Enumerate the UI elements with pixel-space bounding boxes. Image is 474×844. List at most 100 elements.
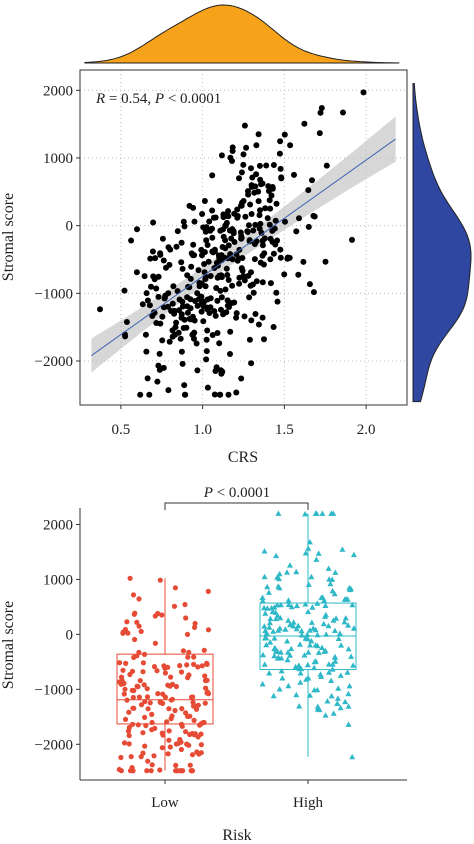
jitter-point [159, 745, 165, 751]
jitter-point [184, 741, 190, 747]
jitter-point [117, 660, 123, 666]
data-point [146, 391, 153, 398]
data-point [152, 255, 159, 262]
data-point [121, 287, 128, 294]
data-point [306, 281, 313, 288]
data-point [244, 229, 251, 235]
y-tick-label: 0 [66, 627, 74, 643]
data-point [206, 218, 213, 225]
data-point [193, 340, 200, 347]
jitter-point [178, 669, 185, 675]
data-point [287, 142, 294, 149]
jitter-point [345, 703, 352, 709]
jitter-point [147, 700, 153, 706]
data-point [141, 273, 148, 280]
jitter-point [336, 630, 343, 636]
jitter-point [308, 637, 315, 644]
data-point [155, 293, 162, 300]
data-point [257, 220, 264, 227]
jitter-point [140, 669, 146, 675]
jitter-point [349, 601, 356, 608]
data-point [236, 280, 243, 287]
jitter-point [350, 551, 357, 558]
jitter-point [138, 628, 144, 635]
jitter-point [274, 574, 281, 580]
jitter-point [142, 714, 148, 721]
data-point [277, 254, 284, 261]
x-tick-label: 2.0 [357, 422, 376, 438]
data-point [267, 205, 274, 212]
jitter-point [338, 642, 345, 648]
jitter-point [124, 619, 130, 625]
significance-text: P < 0.0001 [203, 485, 270, 501]
jitter-point [159, 612, 165, 618]
jitter-point [312, 626, 319, 633]
data-point [149, 248, 156, 255]
jitter-point [331, 590, 338, 597]
data-point [159, 337, 166, 344]
data-point [223, 265, 230, 272]
jitter-point [329, 588, 336, 594]
data-point [123, 319, 130, 325]
data-point [224, 297, 231, 304]
data-point [265, 188, 272, 194]
data-point [231, 239, 238, 245]
jitter-point [273, 615, 279, 622]
jitter-point [261, 573, 268, 580]
data-point [295, 271, 302, 278]
data-point [270, 250, 277, 257]
jitter-point [157, 767, 163, 773]
data-point [143, 348, 150, 355]
jitter-point [312, 510, 319, 516]
jitter-point [297, 641, 303, 647]
jitter-point [279, 675, 286, 681]
sig-p-value: < 0.0001 [213, 485, 270, 501]
jitter-point [293, 691, 300, 698]
data-point [216, 198, 223, 204]
data-point [147, 255, 154, 262]
data-point [267, 280, 274, 287]
data-point [209, 332, 216, 338]
data-point [255, 131, 262, 138]
data-point [340, 109, 346, 116]
jitter-point [327, 580, 334, 587]
data-point [229, 282, 236, 289]
jitter-point [295, 662, 302, 668]
x-tick-label: Low [151, 795, 179, 811]
data-point [148, 283, 154, 290]
data-point [301, 120, 308, 127]
data-point [262, 205, 269, 212]
jitter-point [195, 702, 201, 708]
data-point [261, 250, 268, 257]
data-point [137, 391, 144, 398]
jitter-point [314, 631, 321, 638]
data-point [142, 331, 149, 338]
jitter-point [332, 654, 338, 660]
jitter-point [205, 588, 211, 595]
data-point [243, 144, 250, 151]
jitter-point [276, 570, 283, 577]
jitter-point [123, 660, 129, 667]
jitter-point [349, 753, 356, 760]
data-point [139, 301, 146, 308]
data-point [261, 336, 267, 343]
jitter-point [341, 619, 348, 625]
data-point [219, 368, 226, 375]
data-point [204, 296, 211, 303]
jitter-point [271, 652, 278, 659]
data-point [146, 302, 153, 309]
data-point [212, 368, 219, 374]
jitter-point [305, 545, 312, 551]
jitter-point [275, 510, 282, 516]
jitter-point [134, 619, 140, 625]
data-point [216, 391, 223, 398]
jitter-point [201, 647, 207, 653]
p-value: < 0.0001 [164, 91, 221, 107]
jitter-point [187, 762, 193, 768]
data-point [256, 162, 263, 169]
data-point [133, 269, 140, 276]
jitter-point [287, 621, 294, 628]
jitter-point [293, 602, 300, 609]
data-point [216, 340, 223, 347]
jitter-point [152, 640, 158, 646]
